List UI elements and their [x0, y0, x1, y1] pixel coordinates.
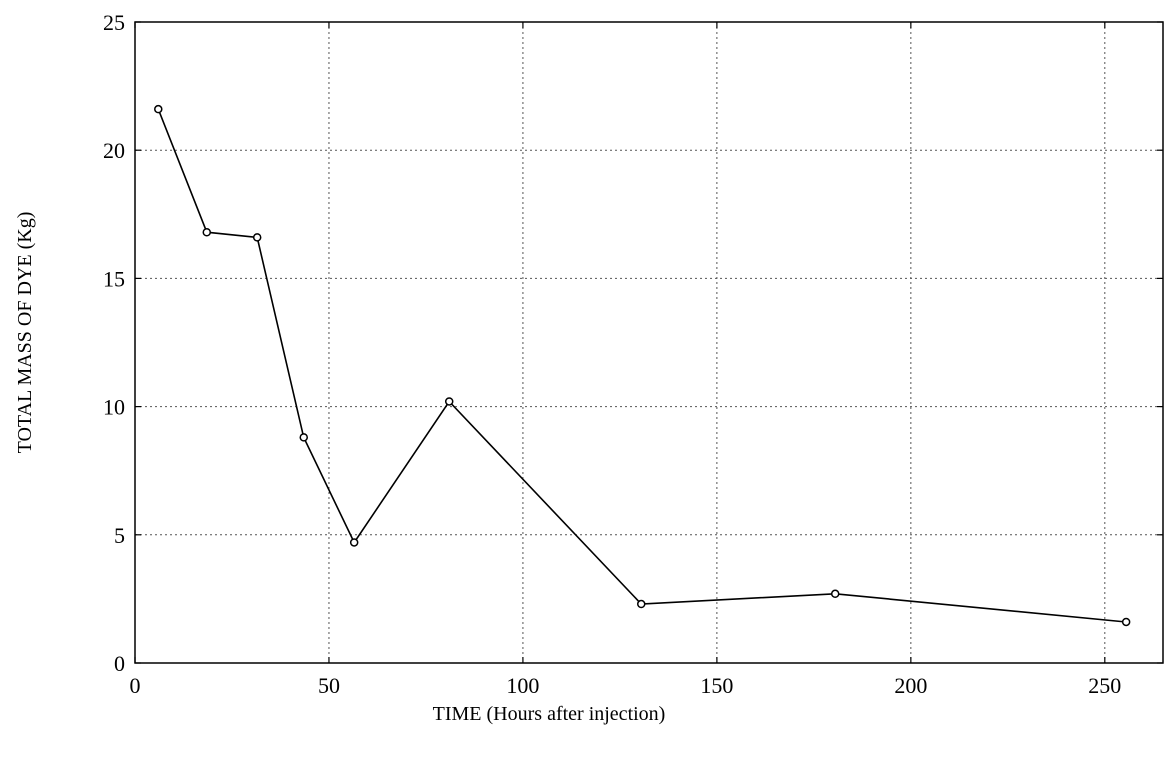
data-point [299, 433, 308, 442]
data-point [830, 589, 840, 599]
y-tick-label: 10 [103, 395, 125, 420]
data-point [202, 227, 212, 237]
y-tick-label: 0 [114, 651, 125, 676]
x-tick-label: 100 [506, 673, 539, 698]
x-tick-label: 50 [318, 673, 340, 698]
data-point [1121, 617, 1131, 627]
y-tick-label: 25 [103, 10, 125, 35]
data-points [154, 104, 1131, 627]
data-point [252, 233, 262, 242]
y-tick-label: 20 [103, 138, 125, 163]
grid [135, 22, 1163, 663]
data-point [444, 397, 454, 406]
x-axis-ticks: 0 50 100 150 200 250 [130, 22, 1121, 698]
data-point [636, 599, 646, 609]
plot-frame [134, 21, 1164, 664]
data-point [154, 104, 163, 114]
x-axis-title: TIME (Hours after injection) [433, 703, 666, 725]
series-line [157, 108, 1127, 623]
x-tick-label: 250 [1088, 673, 1121, 698]
y-axis-ticks: 0 5 10 15 20 25 [103, 10, 1163, 676]
y-axis-title: TOTAL MASS OF DYE (Kg) [14, 212, 36, 454]
x-tick-label: 150 [700, 673, 733, 698]
x-tick-label: 0 [130, 673, 141, 698]
data-point [349, 538, 359, 547]
x-tick-label: 200 [894, 673, 927, 698]
y-tick-label: 15 [103, 266, 125, 291]
y-tick-label: 5 [114, 523, 125, 548]
